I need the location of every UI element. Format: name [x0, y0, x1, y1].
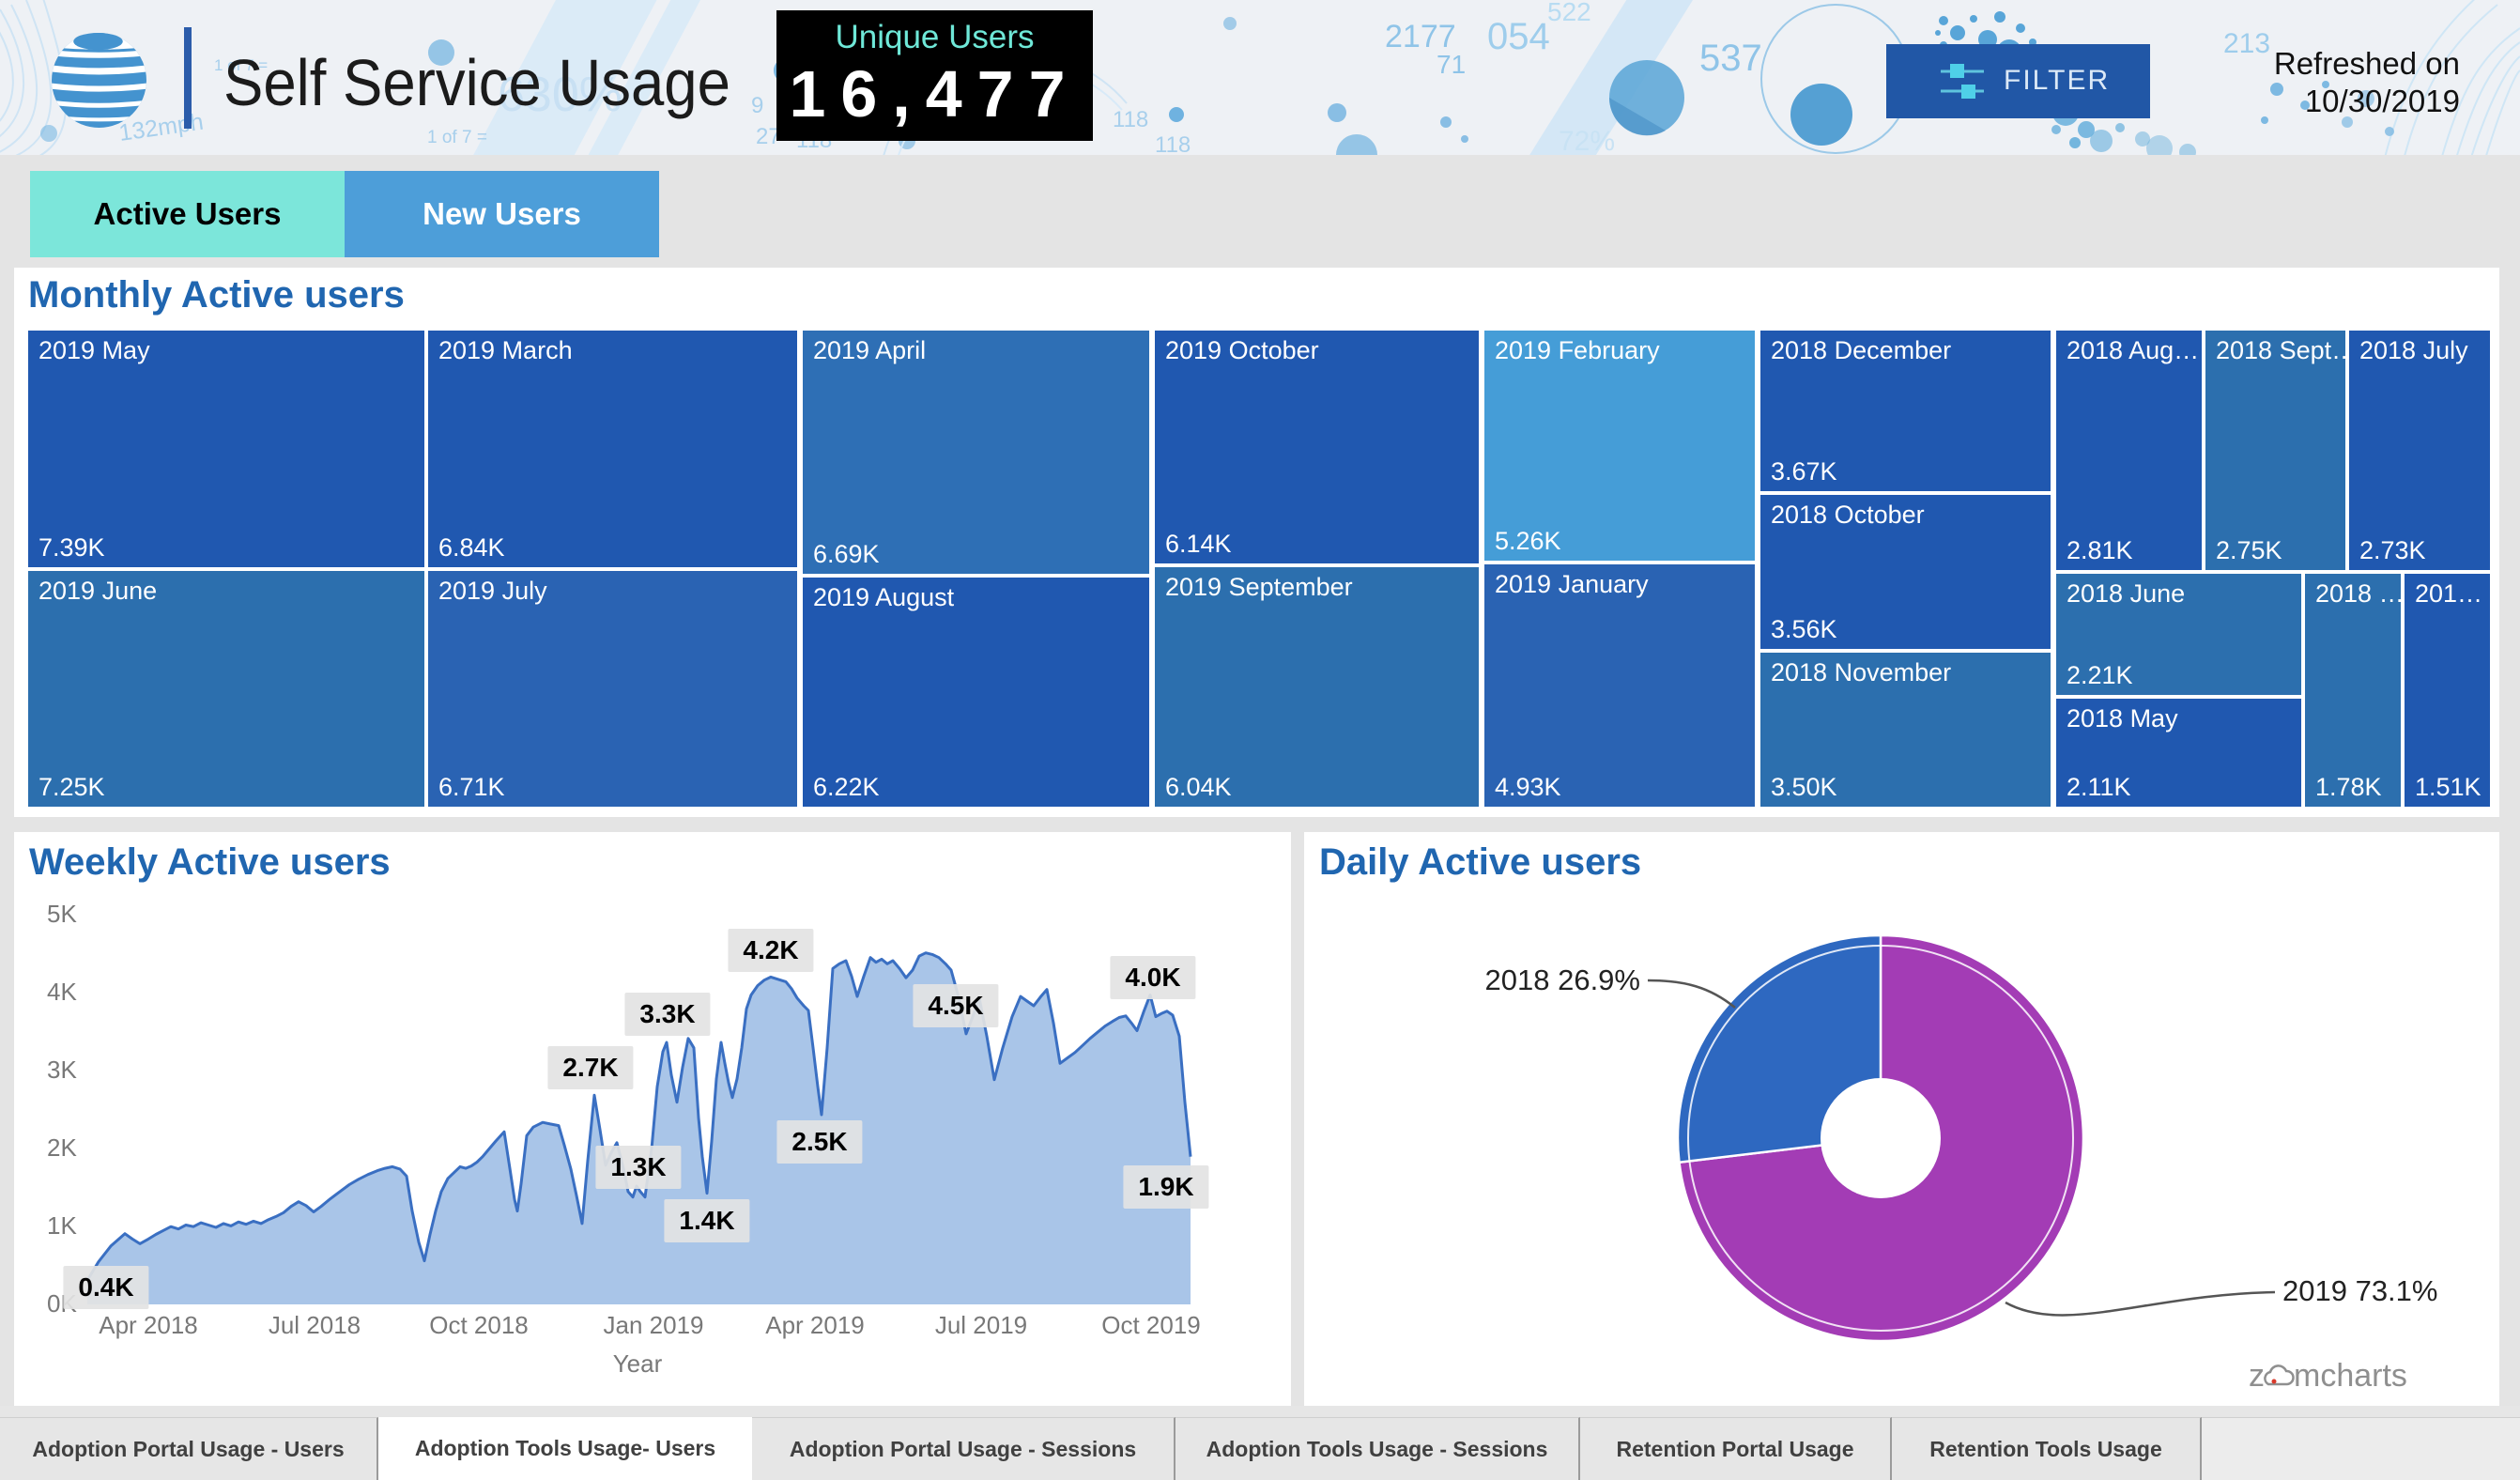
svg-text:213: 213 — [2223, 28, 2270, 59]
svg-text:9: 9 — [751, 93, 763, 118]
svg-text:z: z — [2249, 1358, 2265, 1394]
svg-text:mcharts: mcharts — [2294, 1358, 2407, 1394]
svg-text:1 of 7 =: 1 of 7 = — [214, 56, 268, 74]
svg-text:537: 537 — [1699, 38, 1762, 79]
svg-text:2018 26.9%: 2018 26.9% — [1485, 964, 1640, 996]
svg-text:2177: 2177 — [1385, 19, 1456, 54]
svg-text:054: 054 — [1487, 16, 1550, 57]
svg-text:71: 71 — [1437, 50, 1466, 79]
svg-text:72%: 72% — [1559, 126, 1615, 155]
svg-text:522: 522 — [1547, 0, 1591, 26]
svg-text:2019 73.1%: 2019 73.1% — [2282, 1274, 2437, 1307]
svg-text:1 of 7 =: 1 of 7 = — [427, 128, 487, 147]
svg-text:118: 118 — [1155, 132, 1191, 155]
svg-text:118: 118 — [1113, 107, 1148, 132]
svg-text:630%: 630% — [498, 68, 622, 122]
